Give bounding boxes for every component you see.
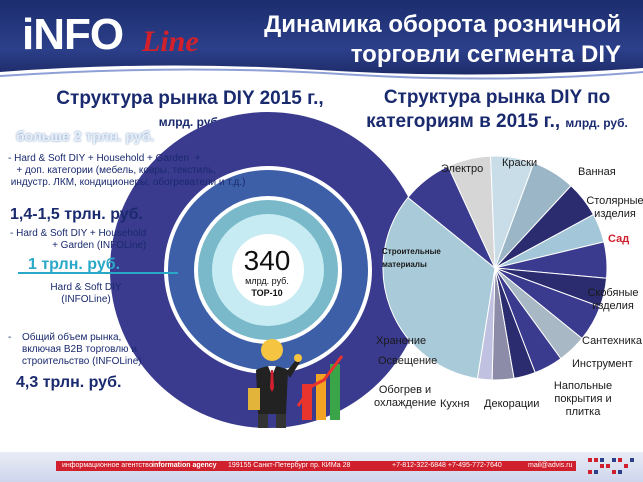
right-chart-title: Структура рынка DIY по категориям в 2015… — [362, 86, 632, 135]
footer: информационное агентство information age… — [0, 452, 643, 482]
level-1-value: больше 2 трлн. руб. — [16, 128, 155, 144]
footer-email: mail@advis.ru — [528, 462, 573, 469]
pie-label: Декорации — [484, 398, 540, 410]
pie-label: Электро — [441, 163, 484, 175]
footer-bar — [56, 461, 576, 471]
level-4-desc-text: Общий объем рынка, включая B2B торговлю … — [22, 332, 142, 367]
center-unit: млрд. руб. — [245, 276, 289, 286]
left-title-text: Структура рынка DIY 2015 г., — [56, 88, 324, 109]
ring-center — [232, 234, 304, 306]
pie-label: Хранение — [376, 335, 427, 347]
bullet-dash: - — [8, 332, 12, 343]
pie-label: Инструмент — [572, 358, 633, 370]
footer-phones: +7-812-322-6848 +7-495-772-7640 — [392, 462, 502, 469]
level-1-desc: - Hard & Soft DIY + Household + Garden +… — [8, 153, 246, 188]
pie-label: Обогрев и охлаждение — [374, 384, 437, 409]
businessman-icon — [248, 339, 344, 428]
center-label: 340 млрд. руб. ТОР-10 — [222, 246, 312, 300]
pie-label: Освещение — [378, 355, 438, 367]
level-3-desc: Hard & Soft DIY (INFOLine) — [50, 282, 122, 305]
level-2-desc: - Hard & Soft DIY + Household + Garden (… — [10, 228, 147, 251]
logo-line: Line — [142, 25, 199, 58]
pie-label: Ванная — [578, 166, 616, 178]
right-title-unit: млрд. руб. — [565, 116, 628, 130]
level-4-value: 4,3 трлн. руб. — [16, 374, 122, 391]
center-sub: ТОР-10 — [251, 288, 283, 298]
pie-label: Столярные изделия — [586, 195, 643, 220]
logo-main: iNFO — [22, 10, 124, 59]
level-4-desc: - Общий объем рынка, включая B2B торговлю… — [8, 332, 142, 368]
pie-slice — [382, 196, 496, 380]
pie-label: Скобяные изделия — [587, 287, 639, 312]
center-value: 340 — [243, 245, 291, 276]
pie-label: Краски — [502, 157, 538, 169]
footer-agency-en: information agency — [152, 462, 217, 469]
header-banner: iNFO Line Динамика оборота розничной тор… — [0, 0, 643, 82]
level-2-value: 1,4-1,5 трлн. руб. — [10, 206, 143, 223]
pie-label: Строительные материалы — [382, 247, 441, 269]
right-title-text: Структура рынка DIY по категориям в 2015… — [366, 87, 611, 132]
footer-agency: информационное агентство — [62, 462, 153, 469]
pie-label: Сад — [608, 233, 630, 245]
pie-slice — [476, 267, 496, 381]
level-3-value: 1 трлн. руб. — [28, 256, 121, 273]
pie-label: Кухня — [440, 398, 470, 410]
page-title: Динамика оборота розничной торговли сегм… — [264, 11, 621, 68]
level-3-line — [18, 272, 178, 274]
header-wave — [0, 65, 643, 82]
pie-label: Сантехника — [582, 335, 642, 347]
footer-address: 199155 Санкт-Петербург пр. КИМа 28 — [228, 462, 351, 469]
pie-label: Напольные покрытия и плитка — [553, 380, 613, 418]
footer-dots-icon — [588, 458, 634, 474]
